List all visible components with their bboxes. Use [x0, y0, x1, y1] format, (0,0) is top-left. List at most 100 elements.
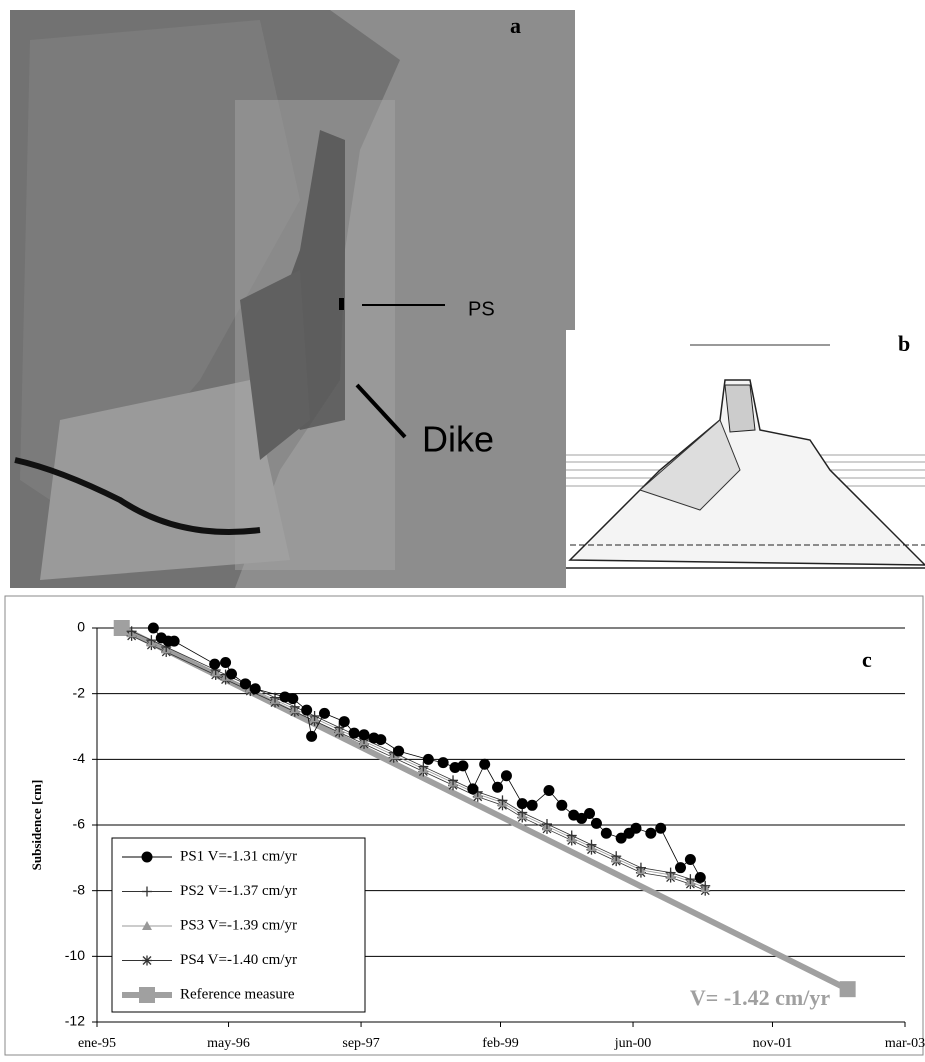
marker	[142, 886, 152, 897]
satellite-image	[10, 10, 575, 588]
marker	[630, 822, 642, 834]
marker-shape	[437, 757, 449, 769]
marker	[526, 799, 538, 811]
marker-shape	[457, 760, 469, 772]
marker	[694, 872, 706, 884]
marker	[684, 853, 696, 865]
marker-shape	[209, 658, 221, 670]
marker-shape	[422, 753, 434, 765]
marker-shape	[318, 707, 330, 719]
marker	[220, 656, 232, 668]
panel-label: a	[510, 13, 521, 38]
marker	[655, 822, 667, 834]
y-axis-label: Subsidence [cm]	[29, 780, 44, 871]
marker-shape	[239, 678, 251, 690]
marker	[318, 707, 330, 719]
marker	[479, 758, 491, 770]
marker	[113, 620, 130, 636]
marker	[586, 839, 597, 850]
marker-shape	[600, 827, 612, 839]
marker-shape	[543, 785, 555, 797]
x-tick-label: ene-95	[78, 1036, 116, 1051]
marker	[334, 722, 345, 733]
marker	[306, 730, 318, 742]
marker	[422, 753, 434, 765]
marker-shape	[590, 817, 602, 829]
y-tick-label: 0	[77, 619, 85, 635]
marker	[566, 830, 577, 841]
panel-label: c	[862, 647, 872, 672]
dike-label: Dike	[422, 419, 494, 460]
marker	[700, 880, 711, 891]
marker	[611, 851, 622, 862]
legend-label: Reference measure	[180, 986, 295, 1002]
dike-diagram	[566, 330, 925, 592]
ps-label: PS	[468, 298, 495, 320]
x-tick-label: sep-97	[342, 1036, 379, 1051]
marker	[497, 795, 508, 806]
marker	[685, 874, 696, 885]
y-tick-label: -8	[73, 881, 86, 897]
marker	[448, 775, 459, 786]
marker	[517, 807, 528, 818]
marker	[226, 668, 238, 680]
marker-shape	[479, 758, 491, 770]
marker	[635, 862, 646, 873]
marker	[338, 716, 350, 728]
marker-shape	[556, 799, 568, 811]
marker	[375, 734, 387, 746]
marker-shape	[139, 987, 155, 1003]
legend-box	[111, 837, 366, 1013]
marker-shape	[142, 956, 152, 965]
marker-shape	[500, 770, 512, 782]
marker	[615, 832, 627, 844]
marker	[139, 987, 155, 1003]
marker	[249, 683, 261, 695]
marker-shape	[675, 862, 687, 874]
x-tick-label: mar-03	[885, 1036, 925, 1051]
marker	[393, 745, 405, 757]
marker-shape	[348, 727, 360, 739]
marker	[348, 727, 360, 739]
y-tick-label: -10	[65, 947, 85, 963]
x-tick-label: may-96	[207, 1036, 250, 1051]
marker	[645, 827, 657, 839]
legend-label: PS3 V=-1.39 cm/yr	[180, 917, 297, 933]
marker-shape	[287, 693, 299, 705]
marker	[675, 862, 687, 874]
marker-shape	[168, 635, 180, 647]
marker	[146, 635, 157, 646]
marker	[500, 770, 512, 782]
marker	[576, 812, 588, 824]
legend-label: PS4 V=-1.40 cm/yr	[180, 952, 297, 968]
marker	[141, 851, 153, 863]
marker-shape	[220, 656, 232, 668]
marker	[839, 981, 856, 998]
marker	[541, 819, 552, 830]
marker-shape	[113, 620, 130, 636]
marker-shape	[142, 921, 152, 930]
marker-shape	[249, 683, 261, 695]
marker	[437, 757, 449, 769]
marker	[600, 827, 612, 839]
marker	[301, 704, 313, 716]
marker-shape	[141, 851, 153, 863]
marker-shape	[576, 812, 588, 824]
marker-shape	[393, 745, 405, 757]
marker	[457, 760, 469, 772]
marker	[590, 817, 602, 829]
marker-shape	[306, 730, 318, 742]
marker-shape	[645, 827, 657, 839]
marker	[239, 678, 251, 690]
marker	[126, 626, 137, 637]
marker	[168, 635, 180, 647]
marker-shape	[684, 853, 696, 865]
x-tick-label: jun-00	[614, 1036, 652, 1051]
marker	[142, 921, 152, 930]
marker-shape	[694, 872, 706, 884]
y-tick-label: -2	[73, 684, 86, 700]
marker	[358, 729, 370, 741]
marker	[467, 783, 479, 795]
marker	[309, 710, 320, 721]
